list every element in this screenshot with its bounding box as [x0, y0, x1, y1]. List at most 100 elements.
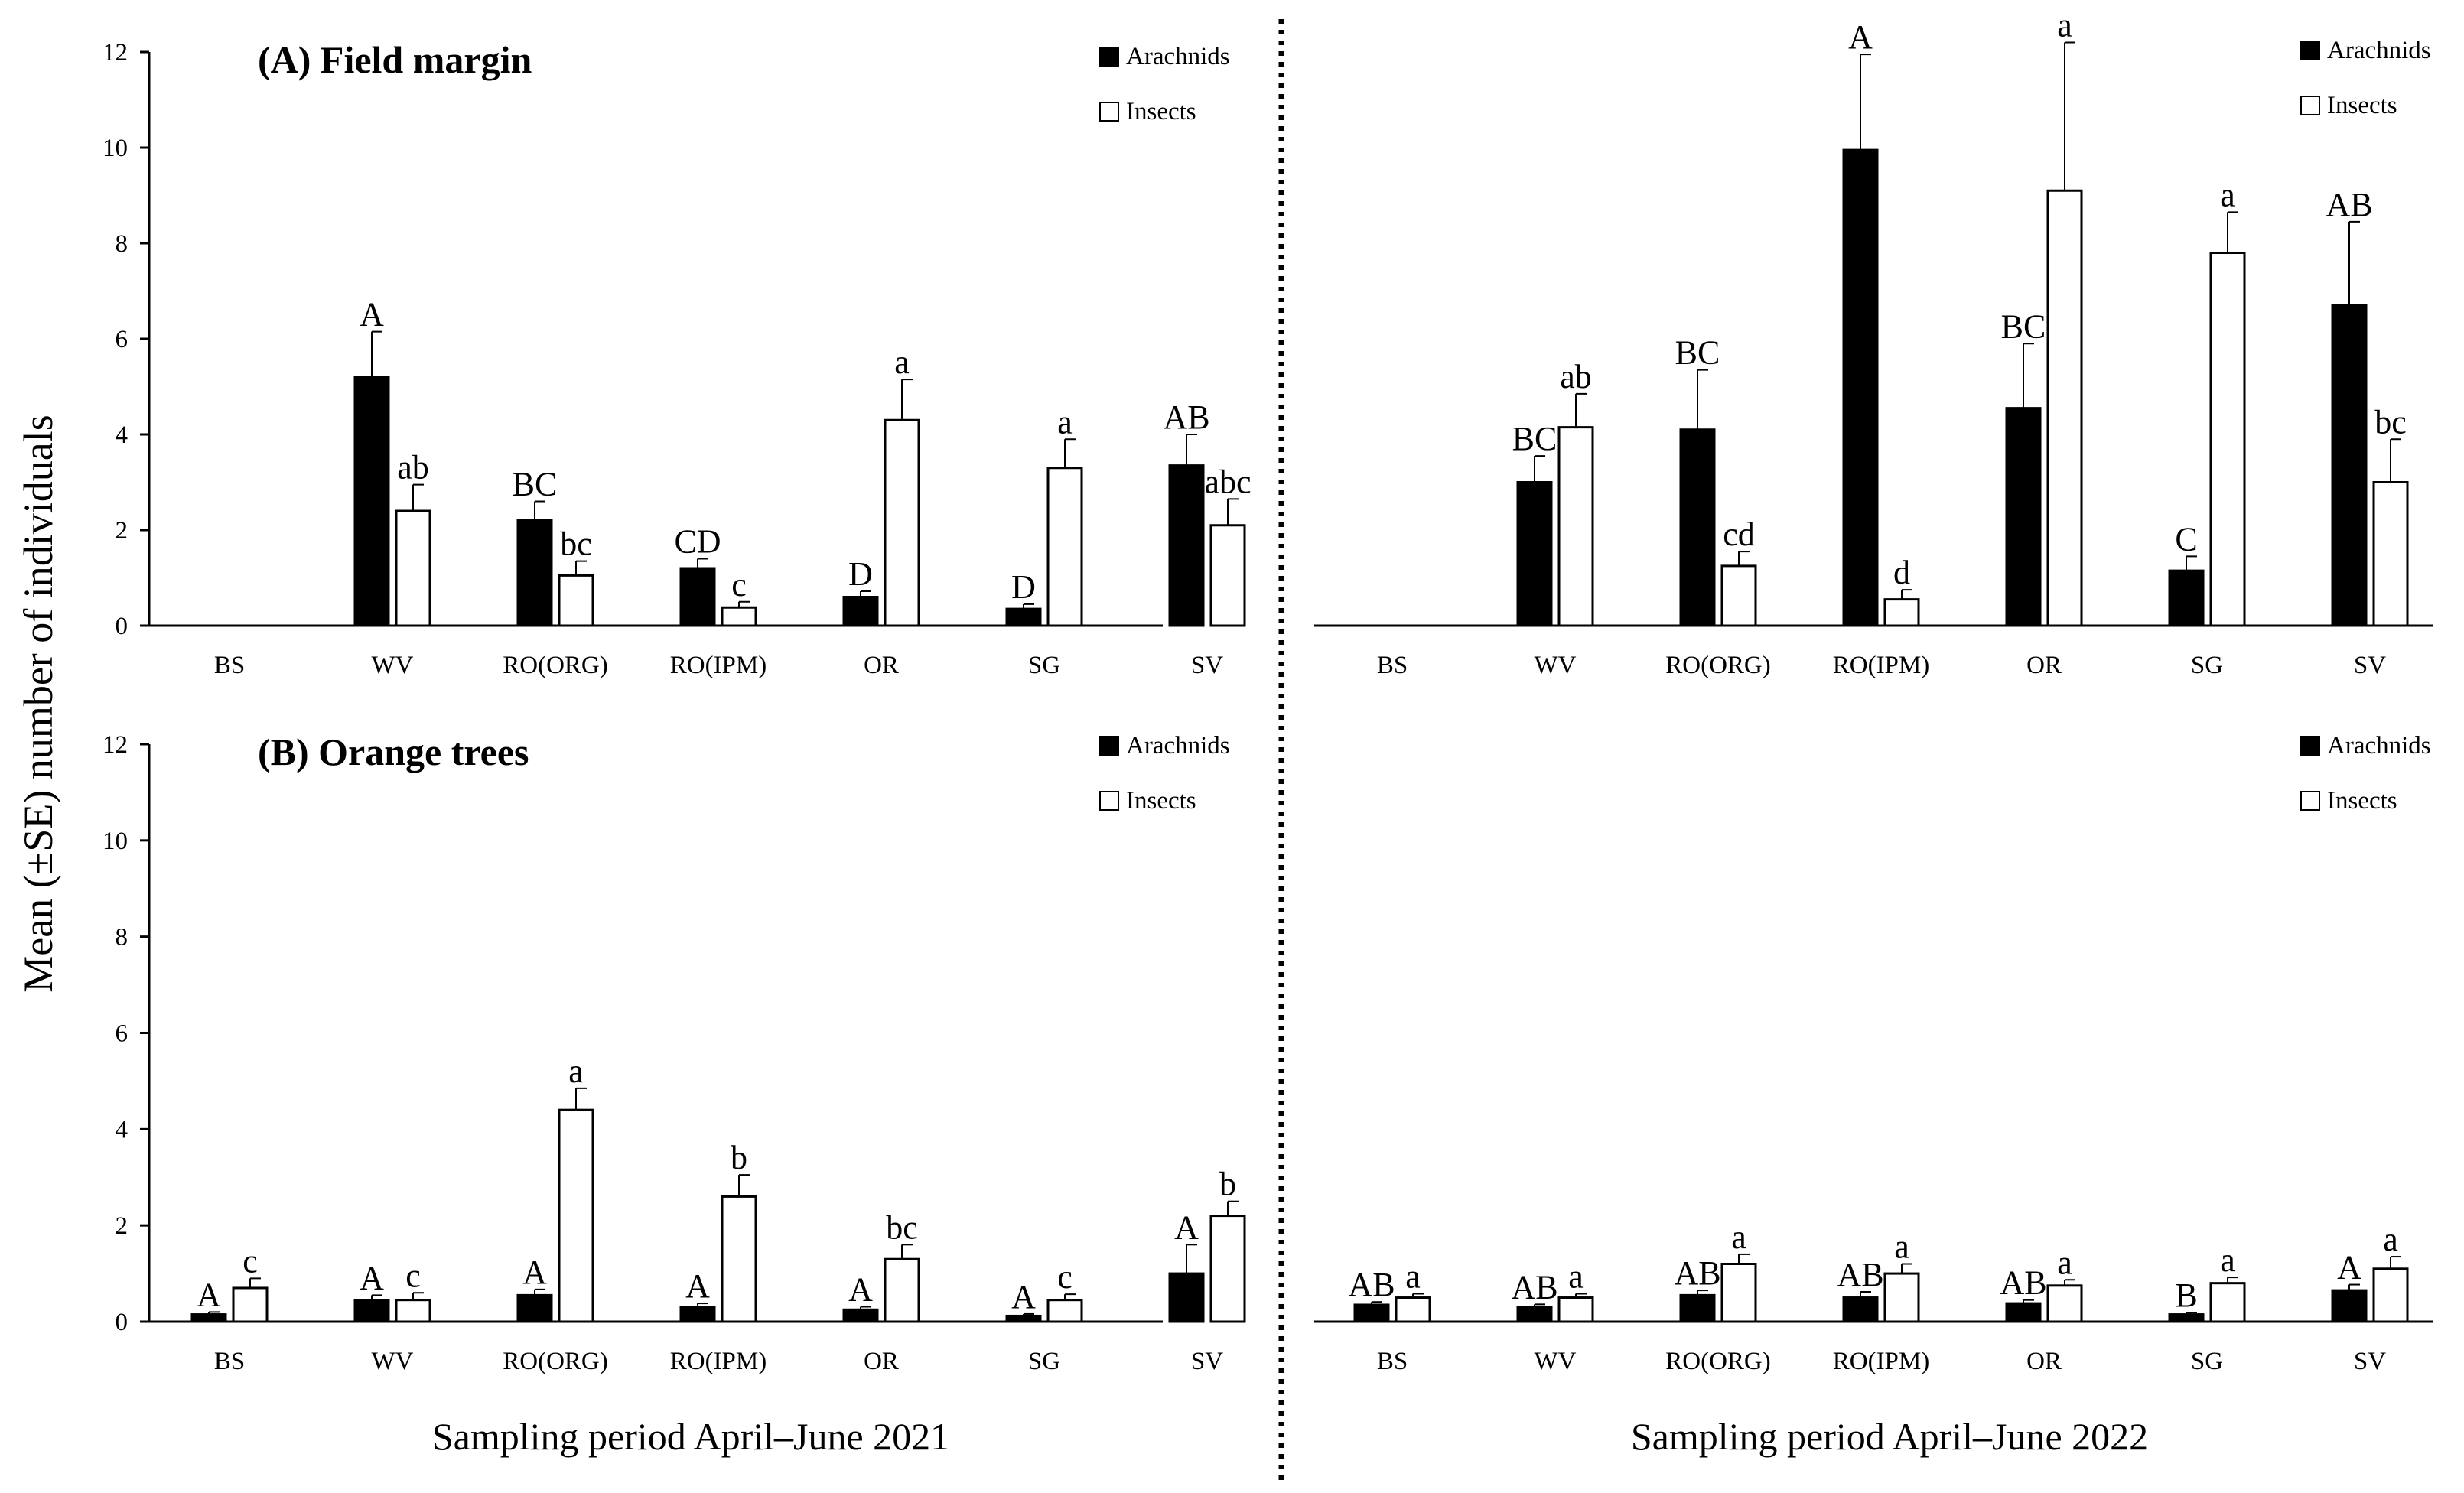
legend: Arachnids Insects — [2300, 37, 2431, 119]
significance-letter-arachnids: A — [1011, 1278, 1036, 1316]
significance-letter-insects: a — [2383, 1221, 2398, 1258]
bar-insects — [1209, 1215, 1246, 1323]
legend-label-insects: Insects — [2327, 787, 2397, 815]
bar-arachnids — [1679, 1293, 1716, 1323]
bar-arachnids — [1005, 607, 1042, 627]
significance-letter-insects: a — [894, 343, 910, 381]
bar-insects — [1395, 1296, 1431, 1323]
category-label: WV — [1535, 652, 1577, 679]
legend-label-arachnids: Arachnids — [2327, 37, 2431, 64]
bar-insects — [1209, 524, 1246, 627]
legend-swatch-insects — [1099, 102, 1119, 122]
category-label: RO(IPM) — [670, 652, 767, 679]
y-tick-label: 0 — [116, 613, 129, 640]
bar-arachnids — [679, 1306, 716, 1323]
bar-insects — [1720, 1263, 1757, 1323]
significance-letter-arachnids: A — [197, 1276, 221, 1313]
category-label: RO(IPM) — [670, 1348, 767, 1375]
significance-letter-arachnids: A — [2337, 1249, 2361, 1286]
significance-letter-insects: ab — [1560, 358, 1592, 395]
significance-letter-insects: a — [568, 1052, 584, 1090]
category-label: SG — [1028, 652, 1060, 679]
chart-panel-b2021: 0 2 4 6 8 10 12 (B) Orange trees Arachnids Insect… — [103, 730, 1246, 1375]
significance-letter-insects: c — [731, 566, 747, 603]
bar-arachnids — [1168, 1272, 1205, 1323]
legend-swatch-insects — [2300, 791, 2320, 811]
y-tick-label: 8 — [116, 230, 129, 258]
significance-letter-insects: c — [1057, 1258, 1073, 1296]
bar-arachnids — [2331, 1289, 2368, 1323]
bar-insects — [232, 1286, 269, 1323]
significance-letter-insects: a — [2057, 7, 2072, 44]
y-tick-label: 10 — [103, 828, 128, 855]
legend: Arachnids Insects — [2300, 732, 2431, 815]
category-label: SV — [1191, 652, 1223, 679]
x-title-2021: Sampling period April–June 2021 — [432, 1415, 949, 1458]
bar-insects — [558, 1108, 594, 1323]
significance-letter-arachnids: A — [1848, 18, 1873, 56]
significance-letter-arachnids: CD — [674, 523, 721, 561]
bar-arachnids — [516, 1293, 553, 1323]
category-label: WV — [1535, 1348, 1577, 1375]
bar-insects — [1557, 426, 1594, 627]
chart-panels: 0 2 4 6 8 10 12 (A) Field margin Arachnids Insect… — [103, 7, 2433, 1375]
bar-insects — [1046, 467, 1083, 627]
significance-letter-arachnids: A — [685, 1267, 710, 1305]
bar-insects — [721, 606, 757, 627]
legend-swatch-arachnids — [2300, 41, 2320, 60]
bar-insects — [1557, 1296, 1594, 1323]
category-label: SG — [2191, 652, 2223, 679]
bar-arachnids — [1842, 148, 1879, 627]
significance-letter-insects: abc — [1204, 463, 1251, 500]
category-label: OR — [2026, 1348, 2062, 1375]
bar-insects — [1046, 1299, 1083, 1323]
bar-arachnids — [353, 1299, 390, 1323]
bar-insects — [2209, 1282, 2246, 1323]
category-label: SV — [2354, 652, 2386, 679]
significance-letter-arachnids: AB — [2000, 1264, 2046, 1302]
bar-arachnids — [2005, 1302, 2042, 1323]
bar-arachnids — [1679, 428, 1716, 627]
category-label: SG — [1028, 1348, 1060, 1375]
bar-arachnids — [2331, 304, 2368, 627]
significance-letter-insects: a — [1894, 1228, 1909, 1266]
bar-arachnids — [353, 376, 390, 627]
significance-letter-arachnids: C — [2175, 520, 2197, 558]
significance-letter-insects: a — [1731, 1218, 1746, 1256]
bar-arachnids — [2168, 569, 2205, 627]
legend-swatch-arachnids — [1099, 736, 1119, 756]
legend-label-arachnids: Arachnids — [1126, 43, 1230, 70]
significance-letter-insects: a — [1568, 1258, 1584, 1296]
legend-label-arachnids: Arachnids — [1126, 732, 1230, 760]
y-tick-label: 12 — [103, 731, 128, 759]
bar-arachnids — [2005, 407, 2042, 627]
significance-letter-insects: a — [1405, 1258, 1421, 1296]
category-label: WV — [372, 1348, 414, 1375]
bar-insects — [395, 1299, 431, 1323]
panel-title: (B) Orange trees — [258, 730, 529, 773]
category-label: BS — [1377, 652, 1408, 679]
bar-arachnids — [842, 1308, 879, 1323]
significance-letter-insects: a — [1057, 403, 1073, 441]
bar-insects — [1883, 1272, 1920, 1323]
x-title-2022: Sampling period April–June 2022 — [1631, 1415, 2148, 1458]
bar-insects — [721, 1195, 757, 1323]
bar-arachnids — [516, 519, 553, 627]
chart-panel-a2021: 0 2 4 6 8 10 12 (A) Field margin Arachnids Insect… — [103, 38, 1252, 679]
significance-letter-arachnids: AB — [1837, 1256, 1883, 1293]
bar-insects — [2209, 252, 2246, 627]
legend-label-insects: Insects — [1126, 787, 1196, 815]
bar-insects — [2046, 1284, 2083, 1323]
category-label: BS — [214, 1348, 245, 1375]
category-label: OR — [864, 652, 899, 679]
significance-letter-insects: b — [1219, 1166, 1236, 1203]
significance-letter-arachnids: BC — [513, 466, 558, 503]
bar-arachnids — [1516, 1306, 1553, 1323]
bar-arachnids — [842, 596, 879, 627]
significance-letter-insects: ab — [397, 449, 429, 486]
significance-letter-arachnids: AB — [1674, 1254, 1720, 1292]
legend-swatch-arachnids — [2300, 736, 2320, 756]
bar-insects — [558, 574, 594, 627]
bar-arachnids — [2168, 1313, 2205, 1323]
significance-letter-arachnids: AB — [1511, 1268, 1557, 1306]
